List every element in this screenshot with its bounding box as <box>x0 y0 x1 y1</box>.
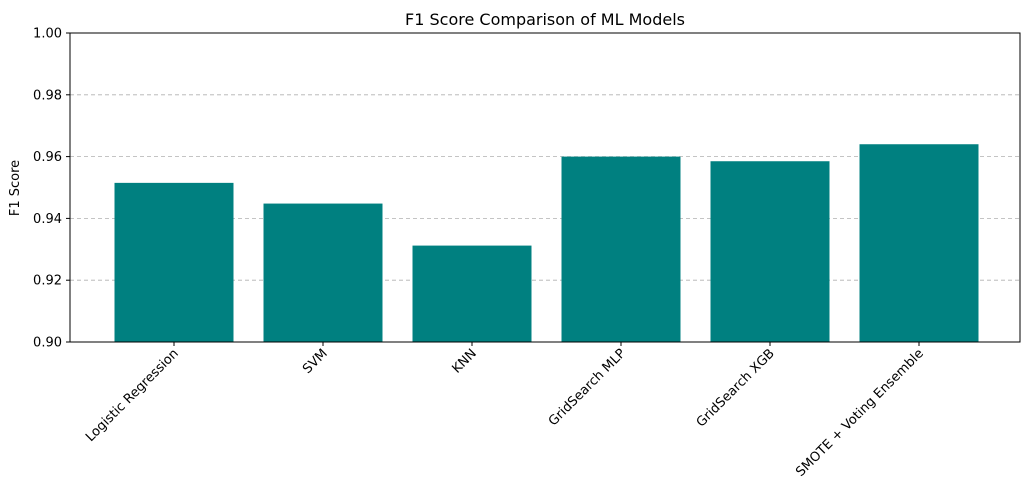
bars <box>114 144 979 342</box>
y-tick-label: 1.00 <box>33 27 62 42</box>
x-tick-label: Logistic Regression <box>83 346 182 445</box>
bar <box>710 161 830 342</box>
y-tick-label: 0.90 <box>33 336 62 351</box>
chart-title: F1 Score Comparison of ML Models <box>405 10 685 29</box>
bar <box>114 182 234 342</box>
bar <box>263 203 383 342</box>
y-tick-label: 0.96 <box>33 150 62 165</box>
y-tick-label: 0.92 <box>33 274 62 289</box>
plot-frame <box>69 32 1021 343</box>
x-tick-label: SVM <box>300 346 331 377</box>
x-axis: Logistic Regression SVM KNN GridSearch MLP G… <box>83 342 927 480</box>
x-tick-label: KNN <box>449 346 479 376</box>
x-tick-label: GridSearch XGB <box>694 346 778 430</box>
y-tick-label: 0.98 <box>33 88 62 103</box>
y-axis-label: F1 Score <box>8 160 23 216</box>
bar <box>859 144 979 342</box>
y-tick-label: 0.94 <box>33 212 62 227</box>
bar <box>561 156 681 342</box>
bar <box>412 245 532 342</box>
y-axis: 0.90 0.92 0.94 0.96 0.98 1.00 <box>33 27 70 351</box>
x-tick-label: SMOTE + Voting Ensemble <box>793 346 927 480</box>
x-tick-label: GridSearch MLP <box>546 346 629 429</box>
